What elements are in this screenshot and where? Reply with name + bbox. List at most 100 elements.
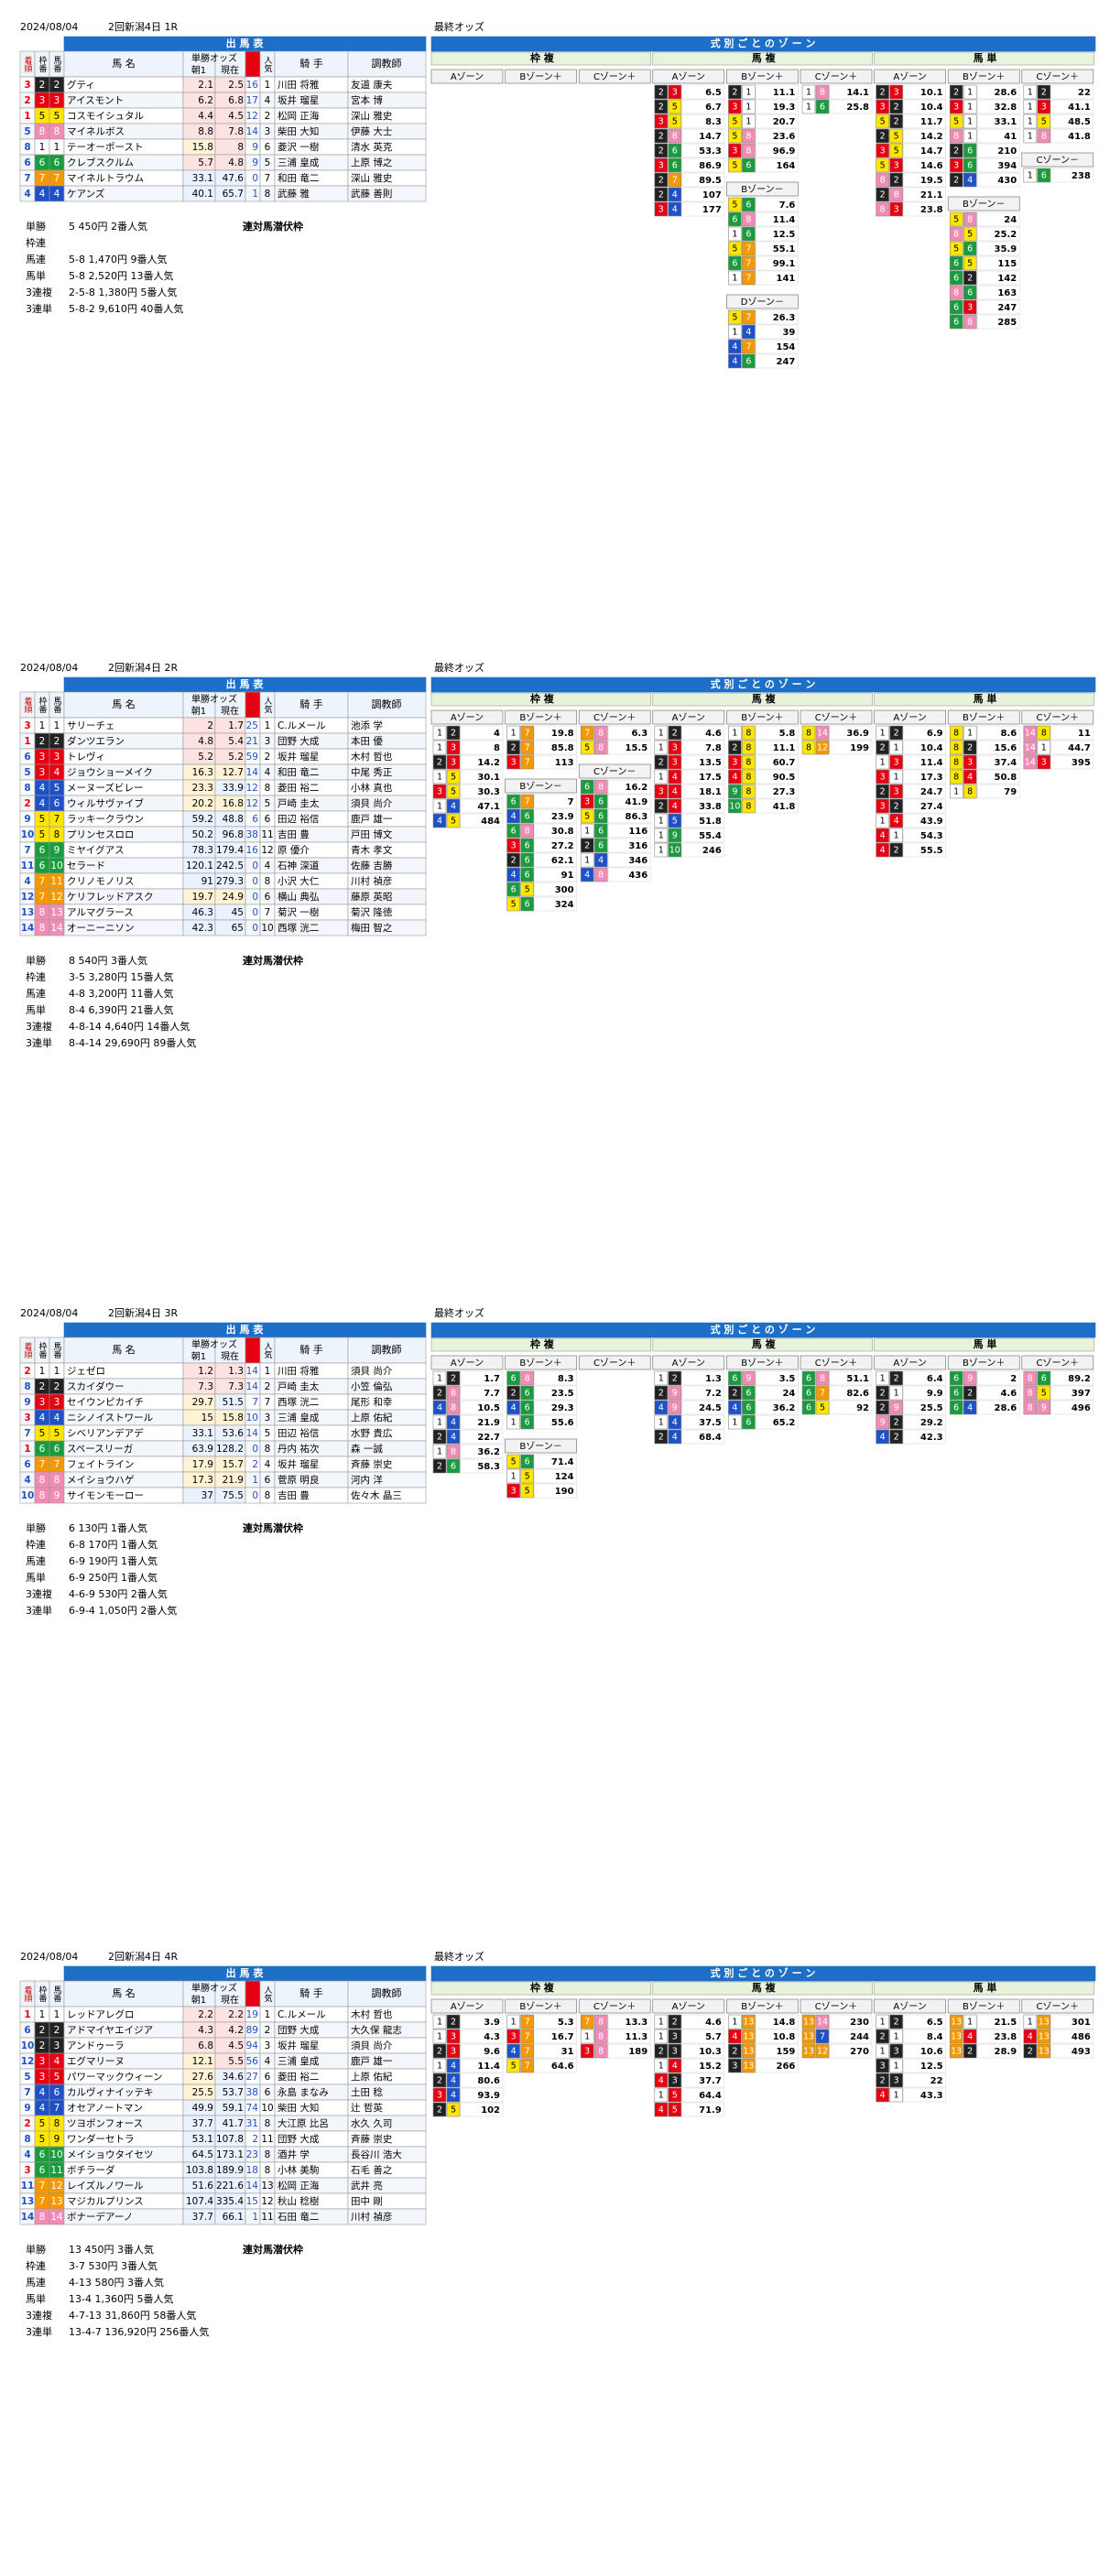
combo-num: 13 (951, 2032, 962, 2042)
odds-cell (681, 84, 725, 100)
zone-odds: 8.6 (1000, 729, 1017, 739)
zone-odds: 15.5 (626, 743, 648, 753)
combo-box (949, 211, 963, 227)
combo-num: 1 (437, 802, 442, 812)
popularity: 3 (265, 736, 271, 747)
odds-cell (534, 1400, 577, 1415)
index: 14 (246, 126, 259, 137)
odds-cell (829, 725, 873, 741)
waku: 6 (39, 860, 46, 871)
odds-morning: 33.1 (192, 173, 213, 184)
popularity: 7 (265, 173, 271, 184)
combo-box (728, 784, 742, 799)
header-cell (245, 50, 261, 78)
combo-box (949, 128, 963, 144)
zone-label: Aゾーン (672, 71, 705, 82)
combo-num: 6 (820, 103, 825, 113)
combo-box (446, 1429, 461, 1445)
zone-odds: 27.4 (920, 802, 943, 812)
finish: 12 (21, 892, 35, 903)
odds-cell (607, 838, 651, 853)
combo-num: 1 (967, 117, 973, 127)
zone-odds: 107 (702, 190, 722, 200)
index: 7 (252, 1397, 258, 1408)
combo-num: 4 (880, 831, 886, 841)
index: 27 (246, 2072, 258, 2083)
combo-num: 4 (437, 817, 442, 827)
zone-odds: 23.5 (551, 1389, 574, 1399)
combo-num: 14 (1025, 758, 1036, 768)
odds-now: 5.4 (228, 736, 244, 747)
combo-num: 1 (732, 1418, 737, 1428)
horse-name: スカイダウー (67, 1380, 125, 1392)
combo-num: 4 (672, 1433, 678, 1443)
combo-num: 2 (672, 1374, 678, 1384)
combo-box (949, 255, 963, 271)
combo-num: 7 (525, 729, 530, 739)
header-waku: 枠番 (38, 55, 48, 72)
zone-odds: 26.3 (773, 313, 796, 323)
odds-cell (976, 99, 1020, 114)
combo-num: 8 (806, 743, 811, 753)
combo-box (728, 255, 742, 271)
odds-morning: 5.7 (198, 157, 213, 168)
finish: 1 (24, 2009, 30, 2020)
combo-box (654, 740, 669, 755)
combo-box (949, 299, 963, 315)
zone-odds: 10.5 (477, 1403, 500, 1413)
zone-odds: 41 (1004, 132, 1017, 142)
odds-now: 65.7 (223, 189, 244, 200)
combo-num: 4 (658, 2105, 664, 2116)
odds-cell (903, 114, 946, 129)
jockey: 坂井 瑠星 (277, 94, 319, 106)
index: 12 (246, 111, 258, 122)
combo-box (668, 754, 682, 770)
trainer: 武藤 善則 (351, 188, 392, 200)
combo-num: 12 (817, 2047, 828, 2057)
combo-box (1023, 99, 1038, 114)
jockey: 三浦 皇成 (277, 2055, 320, 2067)
latent-label: 連対馬潜伏枠 (243, 220, 303, 233)
payout-result: 4-13 580円 3番人気 (69, 2276, 164, 2289)
combo-num: 6 (745, 1403, 751, 1413)
combo-box (1037, 754, 1051, 770)
horse-num: 1 (54, 1366, 60, 1377)
zone-label: Cゾーン＋ (593, 71, 636, 82)
combo-box (520, 867, 534, 882)
combo-box (580, 838, 594, 853)
zone-label-box (505, 1355, 577, 1370)
combo-num: 9 (672, 1389, 678, 1399)
horse-name: ダンツエラン (67, 735, 125, 747)
combo-num: 5 (732, 132, 737, 142)
odds-now: 53.7 (223, 2087, 244, 2098)
zone-odds: 86.9 (699, 161, 722, 171)
group-header (874, 51, 1094, 66)
combo-num: 4 (732, 773, 737, 783)
zone-odds: 8 (494, 743, 500, 753)
combo-num: 4 (732, 342, 737, 352)
combo-box (742, 754, 756, 770)
odds-cell (976, 157, 1020, 173)
zone-odds: 2 (1010, 1374, 1017, 1384)
finish: 3 (24, 80, 30, 91)
combo-num: 5 (511, 1457, 517, 1467)
zone-label-box (874, 69, 946, 84)
finish: 4 (24, 2149, 30, 2160)
combo-num: 3 (672, 2047, 678, 2057)
combo-box (654, 798, 669, 814)
combo-box (593, 794, 608, 809)
popularity: 8 (265, 783, 271, 794)
trainer: 本田 優 (351, 735, 383, 747)
index: 12 (246, 798, 258, 809)
zone-odds: 346 (628, 856, 647, 866)
combo-box (963, 725, 977, 741)
popularity: 11 (261, 2212, 273, 2223)
odds-morning: 17.9 (192, 1459, 213, 1470)
horse-num: 10 (50, 860, 62, 871)
zone-label-box (1021, 709, 1094, 725)
zone-label-box (505, 1438, 577, 1454)
combo-box (949, 285, 963, 300)
popularity: 2 (265, 752, 271, 763)
combo-box (1037, 128, 1051, 144)
combo-num: 1 (1028, 2018, 1033, 2028)
